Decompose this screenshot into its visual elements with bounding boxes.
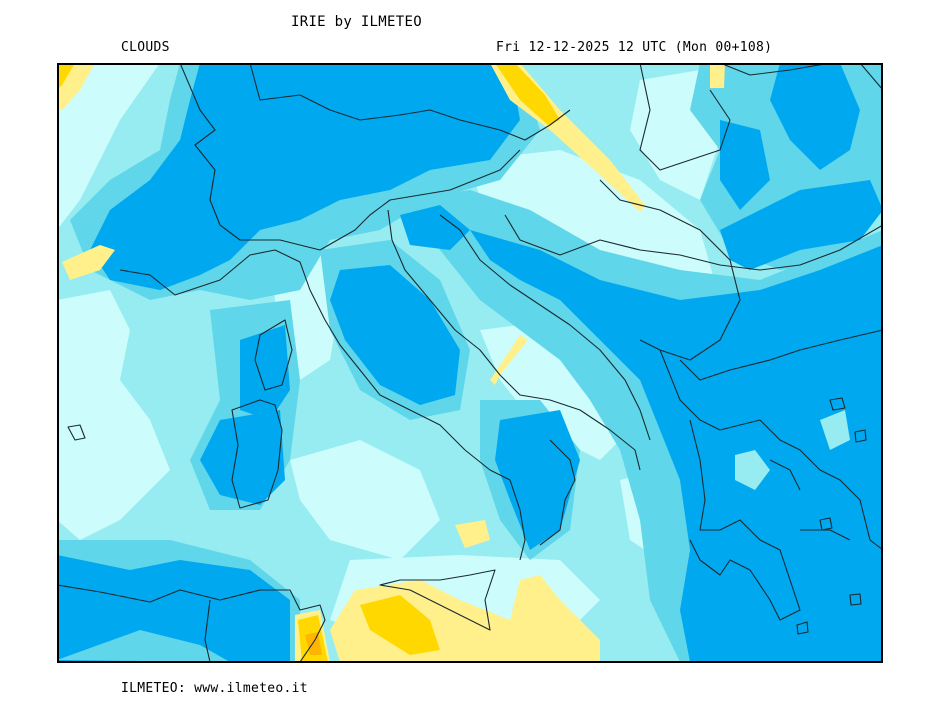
forecast-datetime: Fri 12-12-2025 12 UTC (Mon 00+108) (496, 40, 773, 55)
footer-credit: ILMETEO: www.ilmeteo.it (121, 681, 308, 696)
cloud-forecast-map (57, 63, 883, 663)
parameter-label: CLOUDS (121, 40, 170, 55)
map-title: IRIE by ILMETEO (291, 14, 422, 30)
map-canvas (59, 65, 881, 661)
